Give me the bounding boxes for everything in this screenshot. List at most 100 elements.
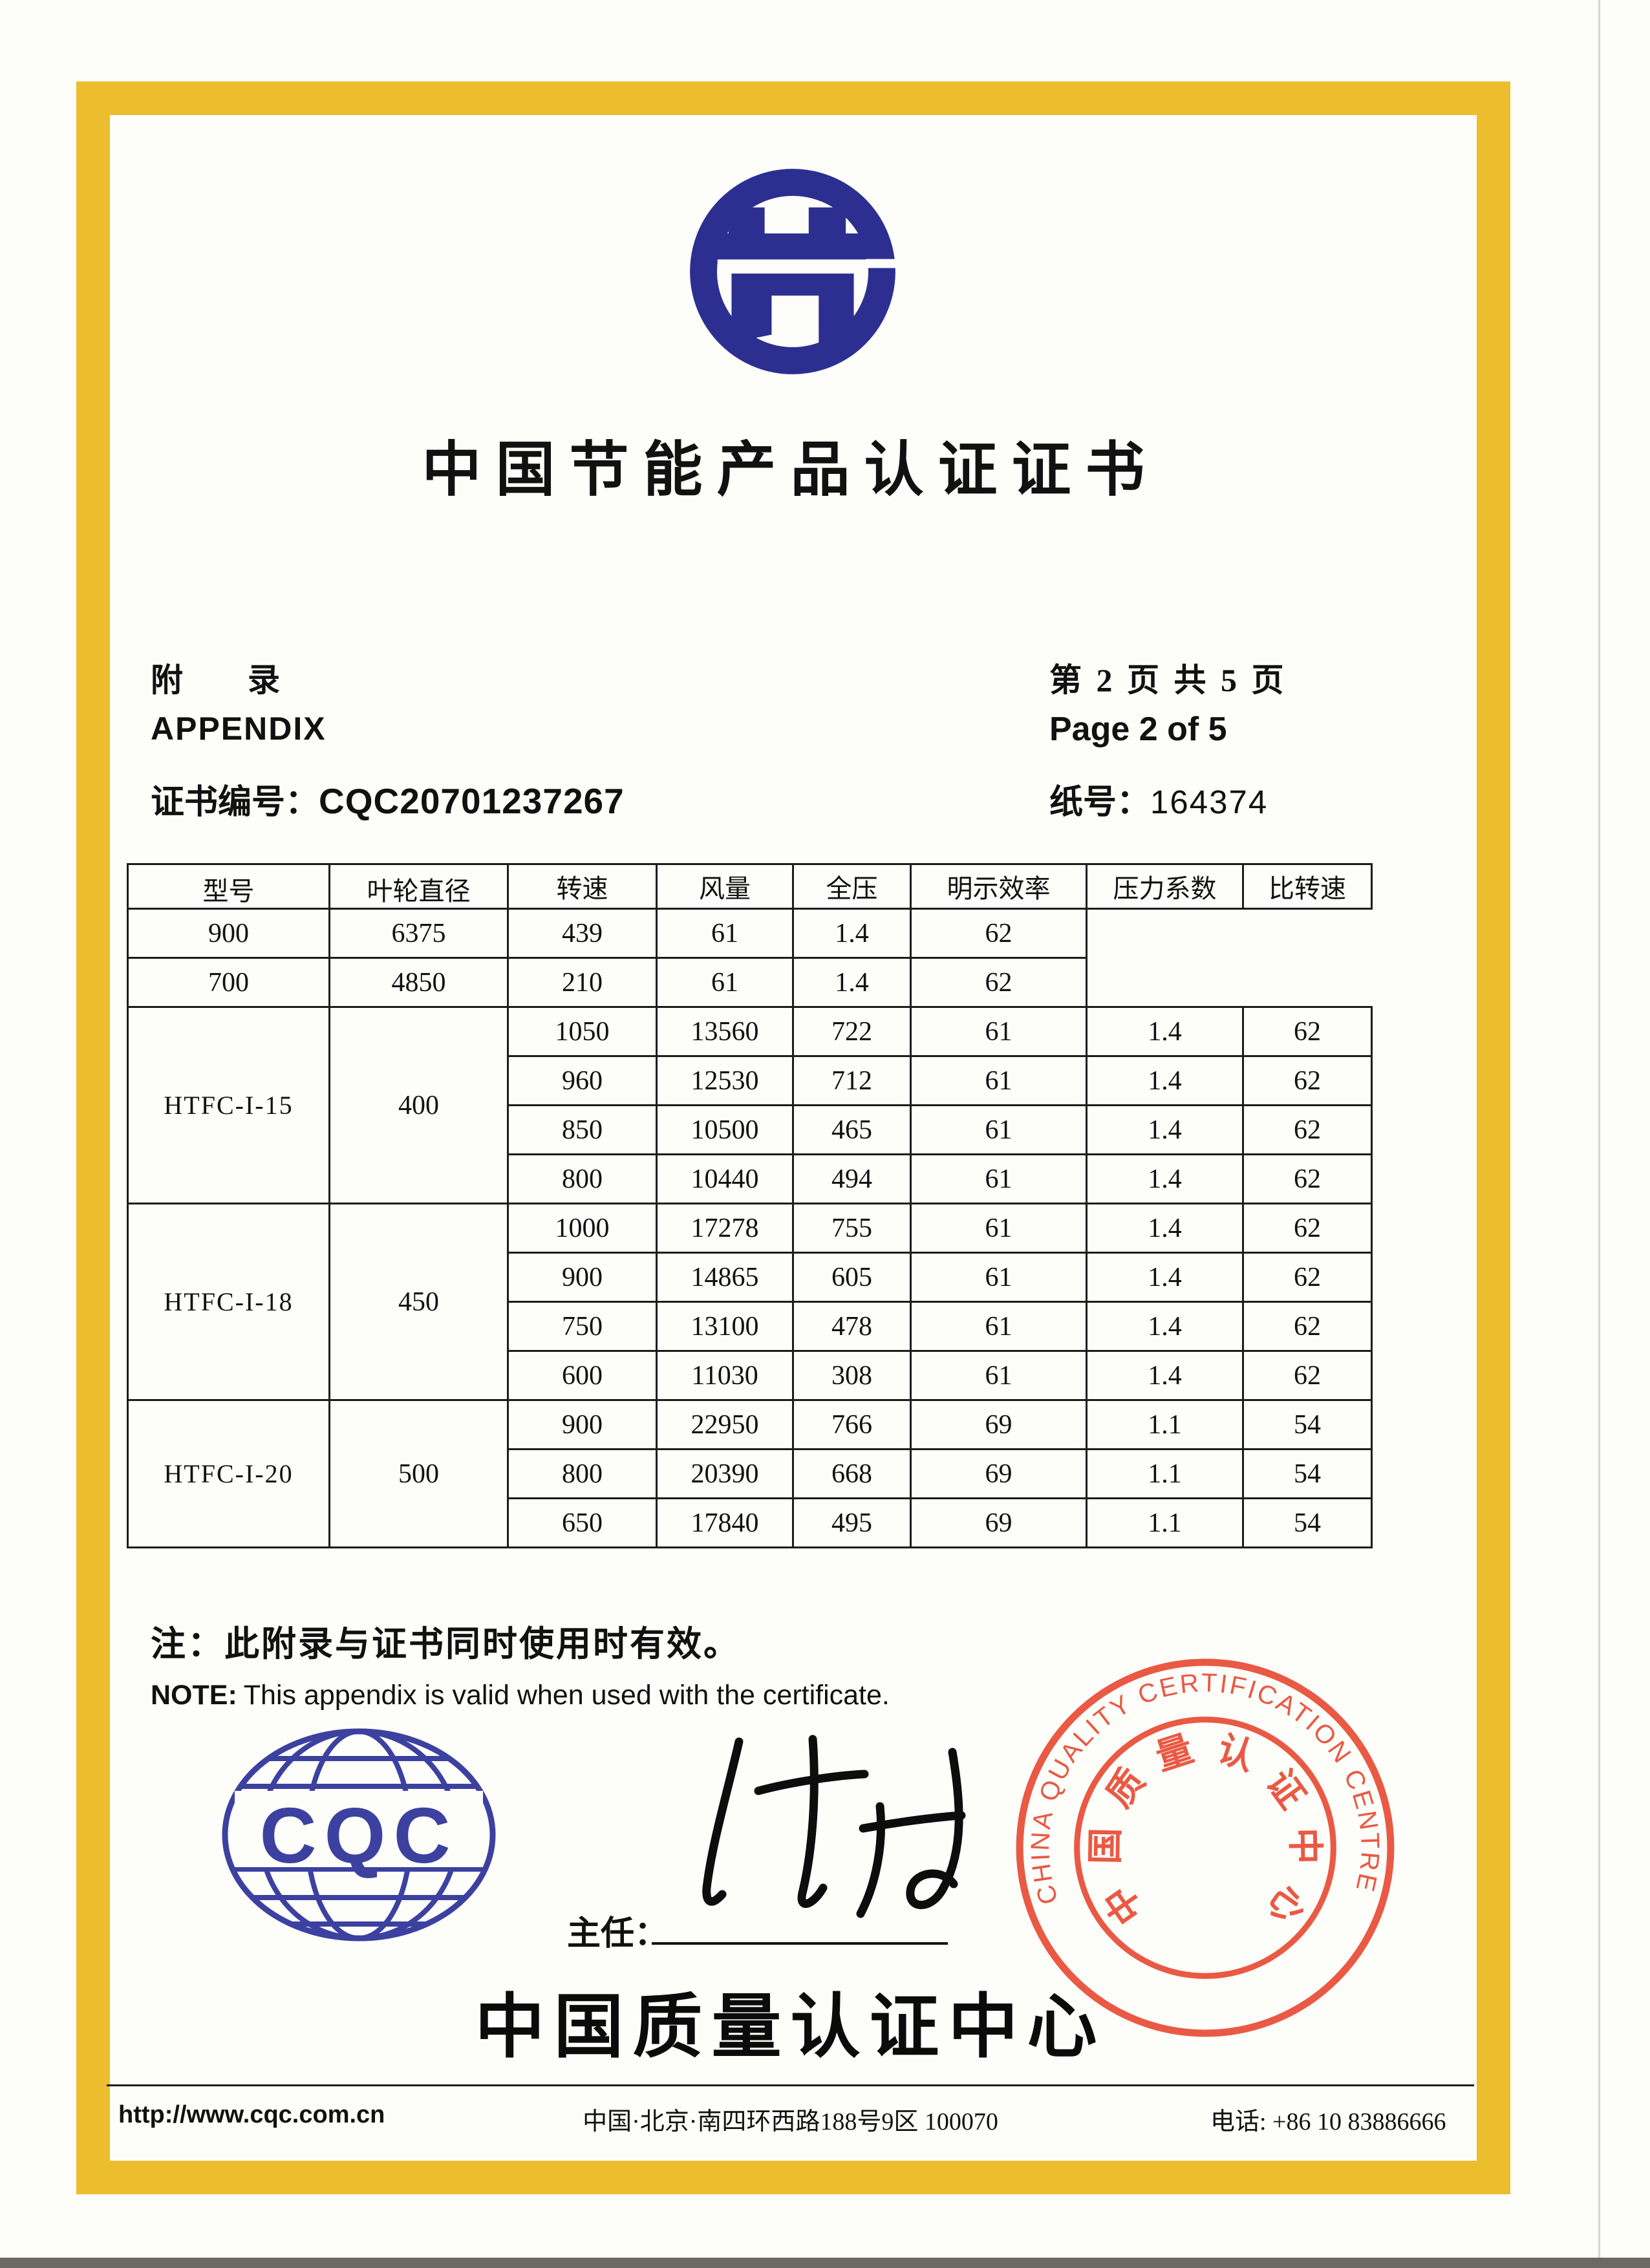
- data-cell: 1.4: [1086, 1104, 1244, 1155]
- data-cell: 62: [1242, 1350, 1373, 1401]
- diameter-cell: 500: [328, 1399, 509, 1548]
- data-cell: 900: [507, 1252, 658, 1303]
- data-cell: 62: [1242, 1203, 1373, 1254]
- data-cell: 1000: [507, 1203, 658, 1254]
- data-cell: 465: [792, 1104, 912, 1155]
- table-header-row: 型号 叶轮直径 转速 风量 全压 明示效率 压力系数 比转速: [127, 863, 1373, 910]
- data-cell: 61: [910, 1055, 1088, 1106]
- data-cell: 1.4: [792, 957, 912, 1008]
- data-cell: 1.1: [1086, 1497, 1244, 1548]
- certificate-title: 中国节能产品认证证书: [422, 437, 1159, 503]
- data-cell: 1.4: [1086, 1301, 1244, 1352]
- data-cell: 900: [507, 1399, 658, 1450]
- table-row: 800 10440 494 61 1.4 62: [128, 1153, 1373, 1204]
- data-cell: 1.4: [1086, 1153, 1244, 1204]
- footer-phone: 电话: +86 10 83886666: [1210, 2108, 1446, 2135]
- note-en-label: NOTE:: [151, 1680, 237, 1711]
- table-row: 850 10500 465 61 1.4 62: [128, 1104, 1373, 1155]
- certificate-number-label: 证书编号：: [151, 784, 319, 821]
- data-cell: 69: [910, 1399, 1088, 1450]
- table-row: 960 12530 712 61 1.4 62: [128, 1055, 1373, 1106]
- data-cell: 61: [910, 1203, 1088, 1254]
- data-cell: 1050: [507, 1006, 658, 1057]
- table-row: 800 20390 668 69 1.1 54: [128, 1448, 1373, 1499]
- data-cell: 6375: [328, 908, 509, 959]
- data-cell: 1.4: [1086, 1203, 1244, 1254]
- data-cell: 17278: [656, 1203, 794, 1254]
- appendix-label-cn: 附 录: [151, 662, 280, 698]
- data-cell: 478: [792, 1301, 912, 1352]
- data-cell: 13560: [656, 1006, 794, 1057]
- data-cell: 700: [127, 957, 330, 1008]
- stamp-char: 认: [1212, 1729, 1259, 1779]
- footer-divider: [107, 2084, 1474, 2086]
- col-header: 压力系数: [1086, 863, 1244, 910]
- data-cell: 308: [792, 1350, 912, 1401]
- data-cell: 439: [507, 908, 658, 959]
- scan-edge-strip: [0, 2258, 1650, 2268]
- data-cell: 62: [910, 957, 1088, 1008]
- table-row: 750 13100 478 61 1.4 62: [128, 1301, 1373, 1352]
- data-cell: 13100: [656, 1301, 794, 1352]
- organization-name: 中国质量认证中心: [475, 1987, 1106, 2066]
- data-cell: 12530: [656, 1055, 794, 1106]
- energy-saving-logo-icon: [690, 169, 900, 374]
- data-cell: 712: [792, 1055, 912, 1106]
- stamp-char: 中: [1284, 1828, 1325, 1865]
- data-cell: 900: [127, 908, 330, 959]
- data-cell: 62: [1242, 1055, 1373, 1106]
- table-row: 600 11030 308 61 1.4 62: [128, 1350, 1373, 1401]
- data-cell: 10440: [656, 1153, 794, 1204]
- table-row: 700 4850 210 61 1.4 62: [127, 957, 1372, 1008]
- data-cell: 62: [1242, 1252, 1373, 1303]
- data-cell: 668: [792, 1448, 912, 1499]
- cqc-acronym: CQC: [259, 1792, 458, 1879]
- data-cell: 10500: [656, 1104, 794, 1155]
- stamp-char: 证: [1258, 1763, 1312, 1816]
- data-cell: 1.4: [1086, 1350, 1244, 1401]
- cqc-globe-logo-icon: CQC: [222, 1728, 496, 1942]
- data-cell: 62: [1242, 1153, 1373, 1204]
- model-cell: HTFC-I-20: [127, 1399, 330, 1548]
- data-cell: 800: [507, 1153, 658, 1204]
- data-cell: 800: [507, 1448, 658, 1499]
- stamp-char: 量: [1151, 1729, 1198, 1778]
- data-cell: 722: [792, 1006, 912, 1057]
- data-cell: 61: [910, 1006, 1088, 1057]
- data-cell: 1.4: [1086, 1252, 1244, 1303]
- data-cell: 20390: [656, 1448, 794, 1499]
- data-cell: 1.4: [792, 908, 912, 959]
- col-header: 转速: [507, 863, 658, 910]
- diameter-cell: 450: [328, 1203, 509, 1401]
- data-cell: 62: [1242, 1104, 1373, 1155]
- data-cell: 14865: [656, 1252, 794, 1303]
- spec-table: 型号 叶轮直径 转速 风量 全压 明示效率 压力系数 比转速 900 6375 439 61 1.4 62…: [127, 863, 1373, 1548]
- data-cell: 850: [507, 1104, 658, 1155]
- data-cell: 600: [507, 1350, 658, 1401]
- page-indicator-en: Page 2 of 5: [1049, 711, 1227, 748]
- data-cell: 1.1: [1086, 1448, 1244, 1499]
- table-row: 650 17840 495 69 1.1 54: [128, 1497, 1373, 1548]
- col-header: 型号: [127, 863, 330, 910]
- appendix-label-en: APPENDIX: [151, 711, 327, 747]
- data-cell: 61: [910, 1301, 1088, 1352]
- data-cell: 605: [792, 1252, 912, 1303]
- certificate-number-value: CQC20701237267: [319, 781, 625, 821]
- data-cell: 61: [910, 1350, 1088, 1401]
- data-cell: 1.4: [1086, 1055, 1244, 1106]
- gold-border-frame: [76, 81, 1510, 2194]
- table-row: HTFC-I-18 450 1000 17278 755 61 1.4 62: [127, 1203, 1373, 1401]
- scan-edge-line: [1598, 0, 1600, 2268]
- data-cell: 61: [910, 1104, 1088, 1155]
- table-row: HTFC-I-20 500 900 22950 766 69 1.1 54: [127, 1399, 1373, 1548]
- data-cell: 54: [1242, 1448, 1373, 1499]
- data-cell: 17840: [656, 1497, 794, 1548]
- data-cell: 54: [1242, 1497, 1373, 1548]
- col-header: 明示效率: [910, 863, 1088, 910]
- certificate-number-line: 证书编号：CQC20701237267: [151, 775, 625, 823]
- footer-address: 中国·北京·南四环西路188号9区 100070: [583, 2108, 998, 2135]
- data-cell: 61: [656, 957, 794, 1008]
- note-en: NOTE: This appendix is valid when used wi…: [151, 1680, 890, 1711]
- note-cn: 注：此附录与证书同时使用时有效。: [151, 1625, 740, 1664]
